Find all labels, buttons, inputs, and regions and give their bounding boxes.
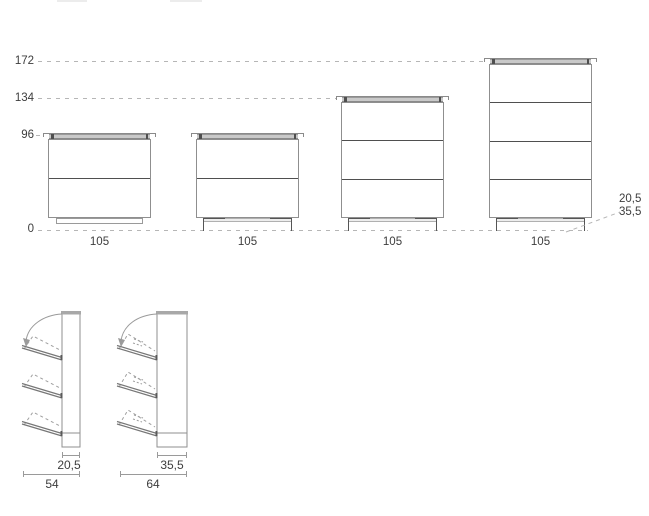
cabinet-leg-right <box>415 218 437 231</box>
cabinet-body <box>196 139 299 218</box>
cabinet-top-edge <box>336 96 449 100</box>
dimension-label-depth-left: 20,5 <box>57 458 81 472</box>
cabinet-plinth <box>56 218 143 224</box>
cabinet-body <box>48 139 151 218</box>
cabinet-leg-left <box>203 218 225 231</box>
dimension-tick <box>79 471 80 477</box>
level-label-134: 134 <box>14 92 34 104</box>
drawer-front <box>490 65 591 102</box>
cabinet-elevation-172-legs <box>484 58 597 231</box>
drawer-front <box>49 140 150 178</box>
cabinet-top-edge <box>484 58 597 62</box>
tilt-compartment <box>116 409 158 437</box>
level-label-96: 96 <box>21 129 34 141</box>
dimension-tick <box>79 452 80 458</box>
drawer-front <box>197 178 298 217</box>
cabinet-leg-right <box>563 218 585 231</box>
cropped-artifact <box>57 0 87 2</box>
dimension-line-depth-right <box>157 455 187 456</box>
cabinet-top-panel <box>49 134 150 139</box>
cabinet-top-edge <box>191 133 304 137</box>
width-label: 105 <box>382 236 403 248</box>
width-label: 105 <box>530 236 551 248</box>
drawer-front <box>342 103 443 140</box>
drawer-front <box>49 178 150 217</box>
side-top-cap <box>61 311 81 315</box>
side-view-deep <box>116 311 188 448</box>
depth-callout-leader <box>565 211 621 233</box>
dimension-line-extension-right <box>120 474 187 475</box>
dimension-tick <box>23 471 24 477</box>
arrow-icon <box>23 338 30 347</box>
dimension-tick <box>186 471 187 477</box>
cabinet-leg-right <box>270 218 292 231</box>
cropped-artifact <box>170 0 202 2</box>
drawer-front <box>342 178 443 217</box>
drawer-front <box>490 140 591 179</box>
level-line-96 <box>36 135 45 136</box>
tilt-compartment <box>116 313 158 361</box>
level-line-134 <box>38 98 337 99</box>
width-label: 105 <box>89 236 110 248</box>
drawer-front <box>342 140 443 178</box>
dimension-label-extension-right: 64 <box>146 477 160 491</box>
side-view-shallow <box>21 311 81 448</box>
level-line-172 <box>38 61 485 62</box>
depth-callout-label: 20,5 <box>619 193 642 205</box>
cabinet-leg-left <box>348 218 370 231</box>
cabinet-leg-left <box>496 218 518 231</box>
cabinet-elevation-134-legs <box>336 96 449 231</box>
side-top-cap <box>156 311 188 315</box>
cabinet-elevation-96-plinth <box>43 133 156 224</box>
tilt-compartment <box>21 373 63 399</box>
drawer-front <box>197 140 298 178</box>
arrow-icon <box>118 338 125 347</box>
cabinet-body <box>489 64 592 218</box>
cabinet-body <box>341 102 444 218</box>
dimension-label-extension-left: 54 <box>45 477 59 491</box>
level-label-0: 0 <box>27 223 34 235</box>
cabinet-top-edge <box>43 133 156 137</box>
tilt-compartment <box>21 411 63 437</box>
width-label: 105 <box>237 236 258 248</box>
dimension-tick <box>186 452 187 458</box>
level-label-172: 172 <box>14 55 34 67</box>
dimension-tick <box>62 452 63 458</box>
depth-callout-label: 35,5 <box>619 206 642 218</box>
tilt-compartment <box>21 313 63 361</box>
drawer-front <box>490 178 591 217</box>
dimension-line-depth-left <box>62 455 80 456</box>
dimension-tick <box>157 452 158 458</box>
cabinet-top-panel <box>342 97 443 102</box>
cabinet-top-panel <box>197 134 298 139</box>
dimension-tick <box>120 471 121 477</box>
cabinet-elevation-96-legs <box>191 133 304 231</box>
drawer-front <box>490 102 591 140</box>
dimension-label-depth-right: 35,5 <box>160 458 184 472</box>
level-line-0 <box>38 230 588 231</box>
tilt-compartment <box>116 371 158 399</box>
cabinet-top-panel <box>490 59 591 64</box>
dimension-line-extension-left <box>23 474 80 475</box>
